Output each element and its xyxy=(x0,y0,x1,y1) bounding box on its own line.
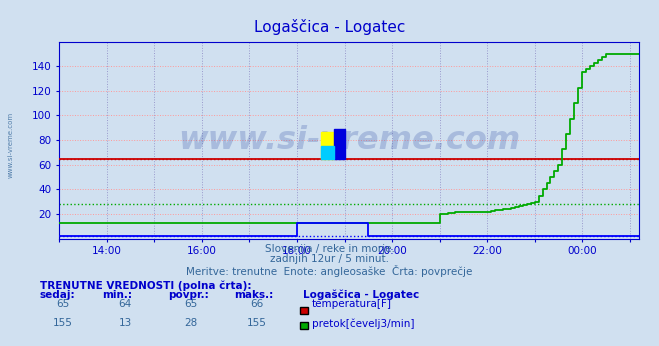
Text: povpr.:: povpr.: xyxy=(168,290,209,300)
Text: 65: 65 xyxy=(56,299,69,309)
Text: 155: 155 xyxy=(53,318,72,328)
Text: zadnjih 12ur / 5 minut.: zadnjih 12ur / 5 minut. xyxy=(270,254,389,264)
Text: maks.:: maks.: xyxy=(234,290,273,300)
Bar xyxy=(334,129,345,158)
Text: sedaj:: sedaj: xyxy=(40,290,75,300)
Text: Logaščica - Logatec: Logaščica - Logatec xyxy=(254,19,405,35)
Bar xyxy=(321,146,334,158)
Text: 155: 155 xyxy=(247,318,267,328)
Bar xyxy=(321,131,334,158)
Text: 13: 13 xyxy=(119,318,132,328)
Text: 65: 65 xyxy=(185,299,198,309)
Text: www.si-vreme.com: www.si-vreme.com xyxy=(8,112,14,179)
Text: 28: 28 xyxy=(185,318,198,328)
Text: 66: 66 xyxy=(250,299,264,309)
Text: temperatura[F]: temperatura[F] xyxy=(312,299,391,309)
Text: Meritve: trenutne  Enote: angleosaške  Črta: povprečje: Meritve: trenutne Enote: angleosaške Črt… xyxy=(186,265,473,277)
Text: TRENUTNE VREDNOSTI (polna črta):: TRENUTNE VREDNOSTI (polna črta): xyxy=(40,280,251,291)
Text: Logaščica - Logatec: Logaščica - Logatec xyxy=(303,290,419,300)
Text: www.si-vreme.com: www.si-vreme.com xyxy=(178,125,521,156)
Text: pretok[čevelj3/min]: pretok[čevelj3/min] xyxy=(312,318,415,329)
Text: Slovenija / reke in morje.: Slovenija / reke in morje. xyxy=(264,244,395,254)
Text: min.:: min.: xyxy=(102,290,132,300)
Text: 64: 64 xyxy=(119,299,132,309)
